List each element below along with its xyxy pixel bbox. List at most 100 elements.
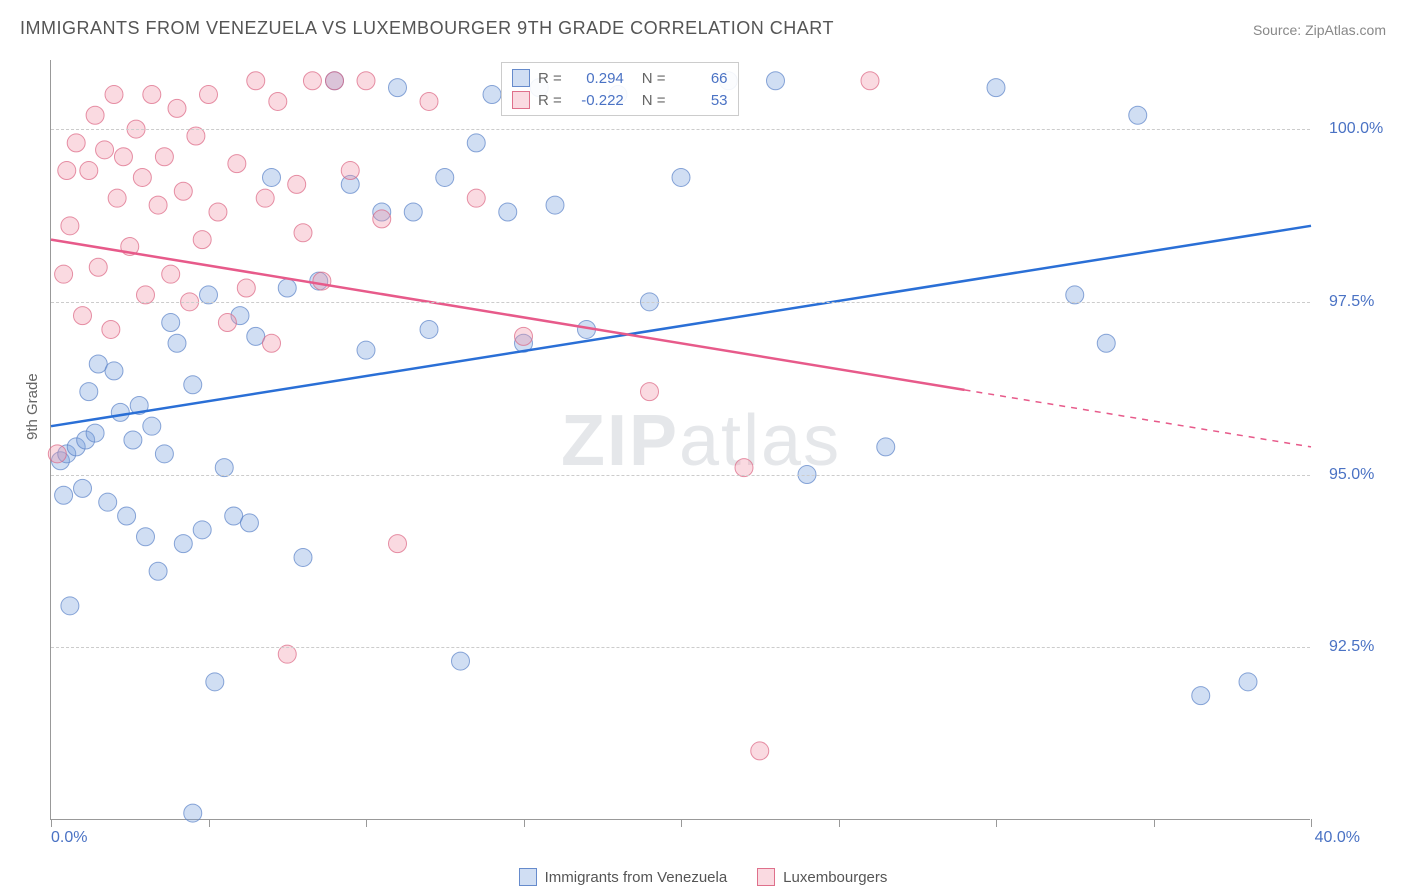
r-label-2: R = [538,92,562,109]
data-point [499,203,517,221]
data-point [206,673,224,691]
data-point [143,417,161,435]
data-point [515,327,533,345]
regression-line-solid [51,240,965,390]
data-point [546,196,564,214]
regression-line-dashed [965,390,1312,447]
n-label-2: N = [642,92,666,109]
data-point [155,445,173,463]
legend-bottom-label-2: Luxembourgers [783,869,887,886]
data-point [61,597,79,615]
data-point [102,320,120,338]
gridline [51,129,1310,130]
data-point [1192,687,1210,705]
n-label-1: N = [642,70,666,87]
data-point [149,562,167,580]
data-point [162,314,180,332]
x-tick [996,819,997,827]
swatch-pink [512,91,530,109]
data-point [263,168,281,186]
data-point [672,168,690,186]
data-point [228,155,246,173]
x-max-label: 40.0% [1315,829,1360,847]
data-point [118,507,136,525]
data-point [987,79,1005,97]
legend-row-2: R = -0.222 N = 53 [512,89,728,111]
swatch-blue [512,69,530,87]
data-point [1129,106,1147,124]
data-point [452,652,470,670]
data-point [357,72,375,90]
legend-bottom-item-1: Immigrants from Venezuela [519,868,728,886]
legend-bottom-item-2: Luxembourgers [757,868,887,886]
x-tick [366,819,367,827]
r-label-1: R = [538,70,562,87]
data-point [269,92,287,110]
data-point [751,742,769,760]
y-tick-label: 95.0% [1329,466,1374,484]
legend-bottom: Immigrants from Venezuela Luxembourgers [0,868,1406,886]
scatter-svg [51,60,1310,819]
data-point [168,334,186,352]
data-point [133,168,151,186]
data-point [467,189,485,207]
x-tick [839,819,840,827]
legend-top: R = 0.294 N = 66 R = -0.222 N = 53 [501,62,739,116]
data-point [137,528,155,546]
data-point [174,535,192,553]
data-point [96,141,114,159]
data-point [58,162,76,180]
n-value-1: 66 [674,70,728,87]
data-point [240,514,258,532]
gridline [51,302,1310,303]
data-point [55,486,73,504]
data-point [436,168,454,186]
data-point [111,403,129,421]
y-tick-label: 100.0% [1329,120,1383,138]
x-tick [681,819,682,827]
data-point [86,106,104,124]
data-point [326,72,344,90]
regression-line [51,226,1311,426]
data-point [294,548,312,566]
data-point [114,148,132,166]
data-point [218,314,236,332]
data-point [193,521,211,539]
chart-title: IMMIGRANTS FROM VENEZUELA VS LUXEMBOURGE… [20,18,834,39]
data-point [155,148,173,166]
data-point [303,72,321,90]
x-tick [524,819,525,827]
source-label: Source: ZipAtlas.com [1253,22,1386,38]
data-point [294,224,312,242]
data-point [67,134,85,152]
data-point [420,92,438,110]
plot-area: ZIPatlas R = 0.294 N = 66 R = -0.222 N =… [50,60,1310,820]
x-tick [1311,819,1312,827]
data-point [184,804,202,822]
data-point [861,72,879,90]
data-point [467,134,485,152]
data-point [124,431,142,449]
data-point [357,341,375,359]
data-point [877,438,895,456]
data-point [200,86,218,104]
data-point [641,383,659,401]
data-point [86,424,104,442]
data-point [767,72,785,90]
y-tick-label: 97.5% [1329,293,1374,311]
data-point [143,86,161,104]
data-point [168,99,186,117]
x-tick [1154,819,1155,827]
data-point [389,535,407,553]
data-point [288,175,306,193]
swatch-blue-bottom [519,868,537,886]
data-point [373,210,391,228]
data-point [247,72,265,90]
data-point [174,182,192,200]
data-point [89,258,107,276]
n-value-2: 53 [674,92,728,109]
r-value-2: -0.222 [570,92,624,109]
r-value-1: 0.294 [570,70,624,87]
data-point [149,196,167,214]
data-point [420,320,438,338]
